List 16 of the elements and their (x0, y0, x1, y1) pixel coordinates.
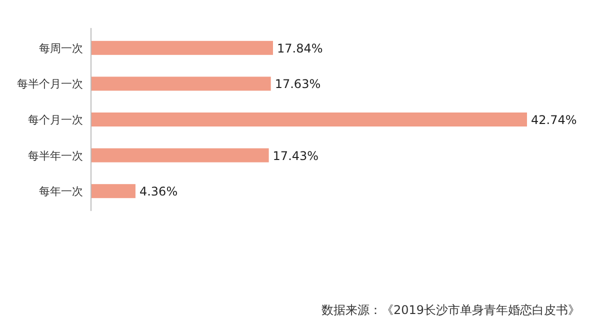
y-tick-label: 每半年一次 (28, 149, 83, 162)
source-note: 数据来源：《2019长沙市单身青年婚恋白皮书》 (321, 303, 580, 317)
data-label: 17.63% (274, 77, 321, 92)
bar (91, 112, 527, 126)
data-label: 17.84% (276, 41, 323, 56)
y-tick-label: 每半个月一次 (17, 78, 83, 91)
data-label: 42.74% (531, 113, 577, 127)
y-tick-label: 每周一次 (39, 42, 83, 55)
bar (91, 76, 271, 91)
data-label: 4.36% (139, 184, 178, 199)
bar (91, 184, 136, 198)
y-tick-label: 每年一次 (39, 185, 83, 198)
y-tick-label: 每个月一次 (28, 114, 83, 126)
bar (91, 40, 273, 55)
bar (91, 148, 269, 162)
data-label: 17.43% (272, 148, 319, 163)
